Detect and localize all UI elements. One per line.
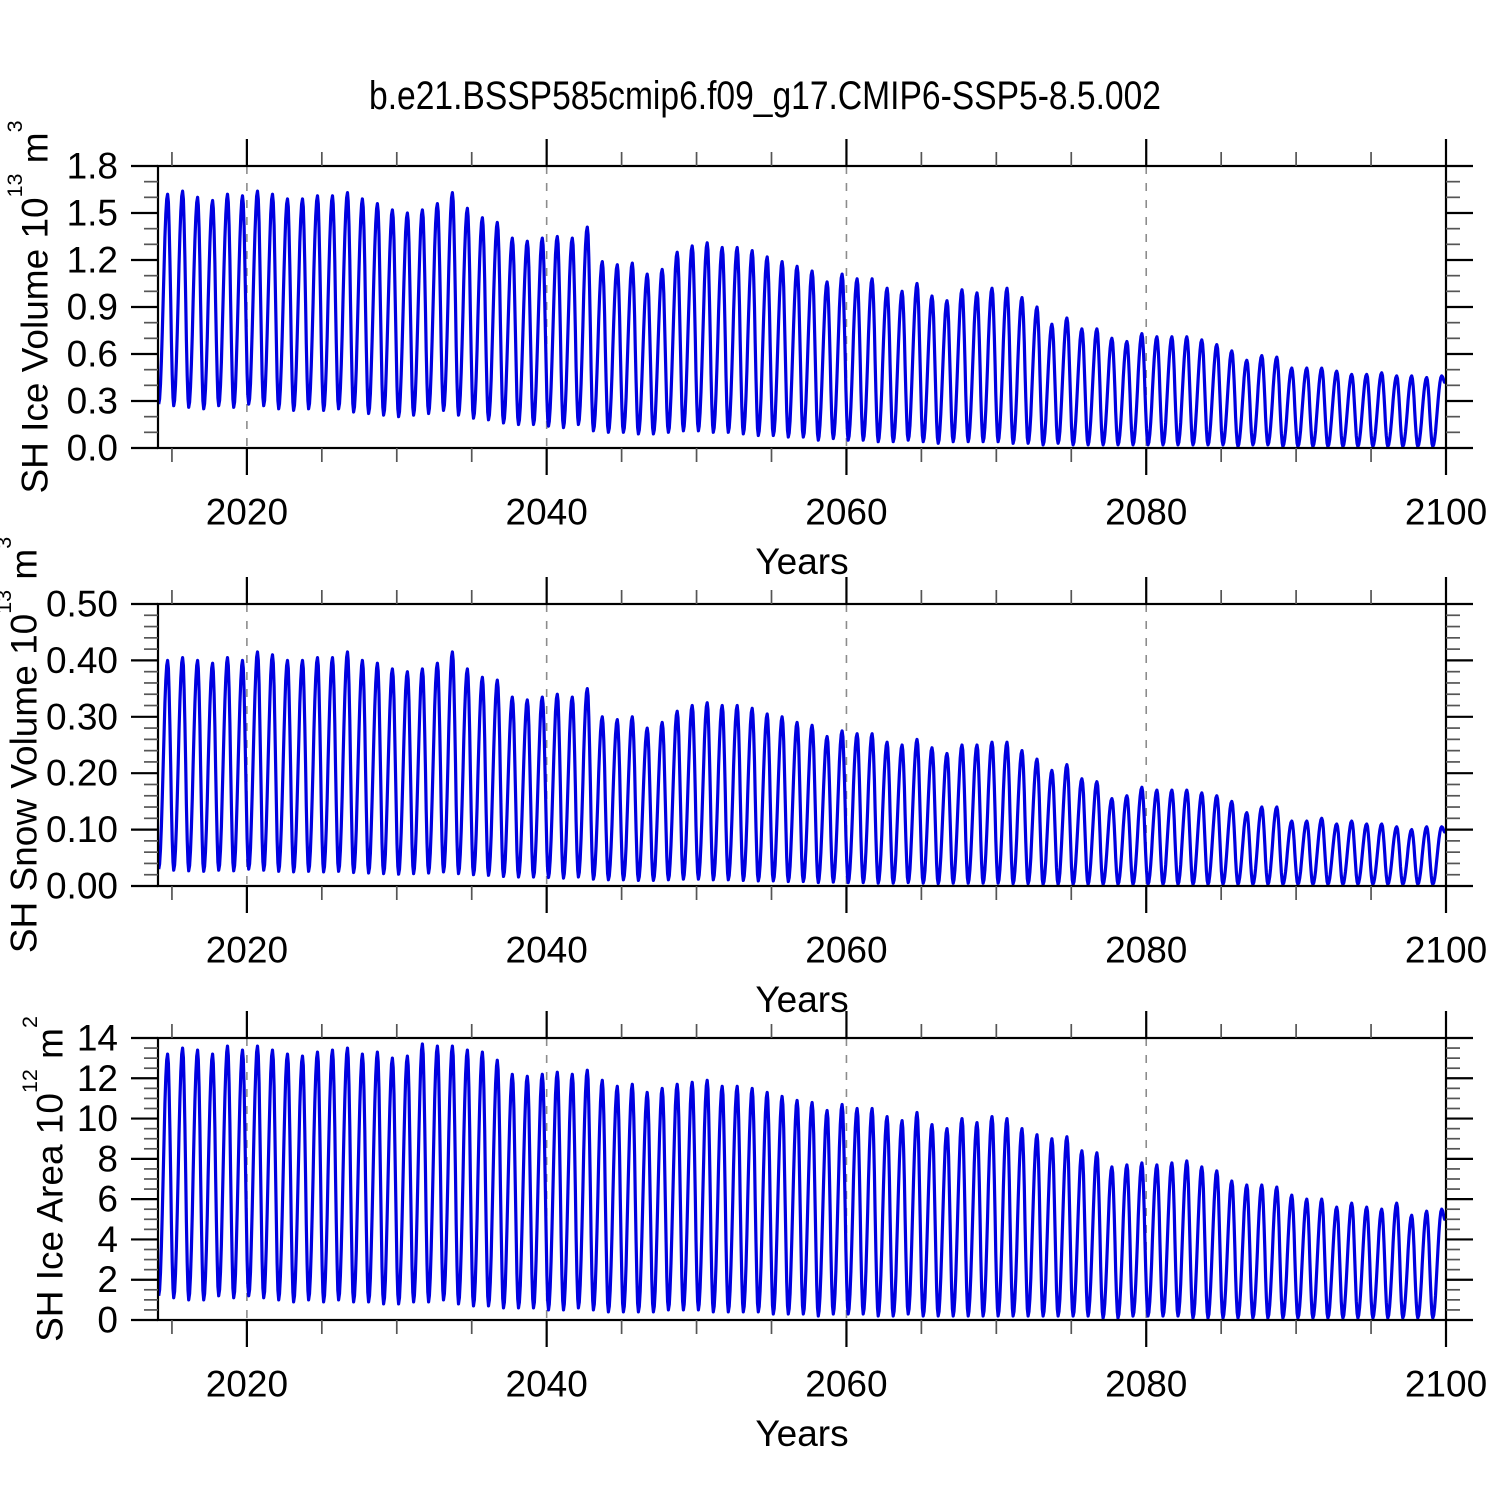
ice-area-series-line — [158, 1042, 1446, 1320]
ice-volume-y-tick-label: 1.5 — [67, 193, 118, 234]
ice-area-y-tick-label: 6 — [97, 1179, 118, 1220]
ice-area-x-tick-label: 2040 — [506, 1364, 588, 1405]
snow-volume-y-tick-label: 0.50 — [46, 584, 118, 625]
panel-snow-volume: 0.00 0.10 0.20 0.30 0.40 0.50 2020 2040 2060 2080… — [46, 577, 1487, 971]
ice-volume-y-tick-label: 1.2 — [67, 240, 118, 281]
ice-volume-y-tick-label: 0.6 — [67, 334, 118, 375]
figure-title: b.e21.BSSP585cmip6.f09_g17.CMIP6-SSP5-8.… — [369, 74, 1161, 118]
ice-volume-y-tick-label: 0.0 — [67, 428, 118, 469]
ice-volume-x-tick-label: 2100 — [1405, 492, 1487, 533]
snow-volume-x-tick-label: 2080 — [1105, 930, 1187, 971]
ice-area-x-tick-label: 2020 — [206, 1364, 288, 1405]
ice-volume-series-line — [158, 189, 1446, 448]
ice-area-y-tick-label: 2 — [97, 1259, 118, 1300]
snow-volume-series-line — [158, 650, 1446, 886]
snow-volume-y-tick-label: 0.10 — [46, 809, 118, 850]
ice-area-x-tick-label: 2060 — [805, 1364, 887, 1405]
ice-area-y-tick-label: 8 — [97, 1138, 118, 1179]
x-axis-label-panel-1: Years — [755, 541, 849, 582]
snow-volume-x-tick-label: 2020 — [206, 930, 288, 971]
ice-area-x-tick-label: 2080 — [1105, 1364, 1187, 1405]
ice-volume-y-tick-label: 0.3 — [67, 381, 118, 422]
panel-ice-volume: 0.0 0.3 0.6 0.9 1.2 1.5 1.8 2020 2040 2060 2080 210… — [67, 139, 1487, 533]
snow-volume-y-tick-label: 0.20 — [46, 753, 118, 794]
ice-area-y-tick-label: 12 — [77, 1058, 118, 1099]
ice-area-y-tick-label: 0 — [97, 1300, 118, 1341]
ice-area-y-tick-label: 4 — [97, 1219, 118, 1260]
ice-area-x-tick-label: 2100 — [1405, 1364, 1487, 1405]
ice-area-y-tick-label: 10 — [77, 1098, 118, 1139]
ice-volume-x-tick-label: 2080 — [1105, 492, 1187, 533]
snow-volume-y-tick-label: 0.40 — [46, 640, 118, 681]
x-axis-label-panel-3: Years — [755, 1413, 849, 1454]
ice-area-y-tick-label: 14 — [77, 1018, 118, 1059]
ice-volume-y-tick-label: 1.8 — [67, 146, 118, 187]
x-axis-label-panel-2: Years — [755, 979, 849, 1020]
snow-volume-y-tick-label: 0.00 — [46, 866, 118, 907]
snow-volume-x-tick-label: 2100 — [1405, 930, 1487, 971]
ice-volume-x-tick-label: 2020 — [206, 492, 288, 533]
snow-volume-x-tick-label: 2060 — [805, 930, 887, 971]
ice-volume-x-tick-label: 2060 — [805, 492, 887, 533]
ice-volume-y-tick-label: 0.9 — [67, 287, 118, 328]
snow-volume-plot-box — [156, 602, 1448, 888]
snow-volume-y-tick-label: 0.30 — [46, 696, 118, 737]
snow-volume-x-tick-label: 2040 — [506, 930, 588, 971]
ice-volume-x-tick-label: 2040 — [506, 492, 588, 533]
